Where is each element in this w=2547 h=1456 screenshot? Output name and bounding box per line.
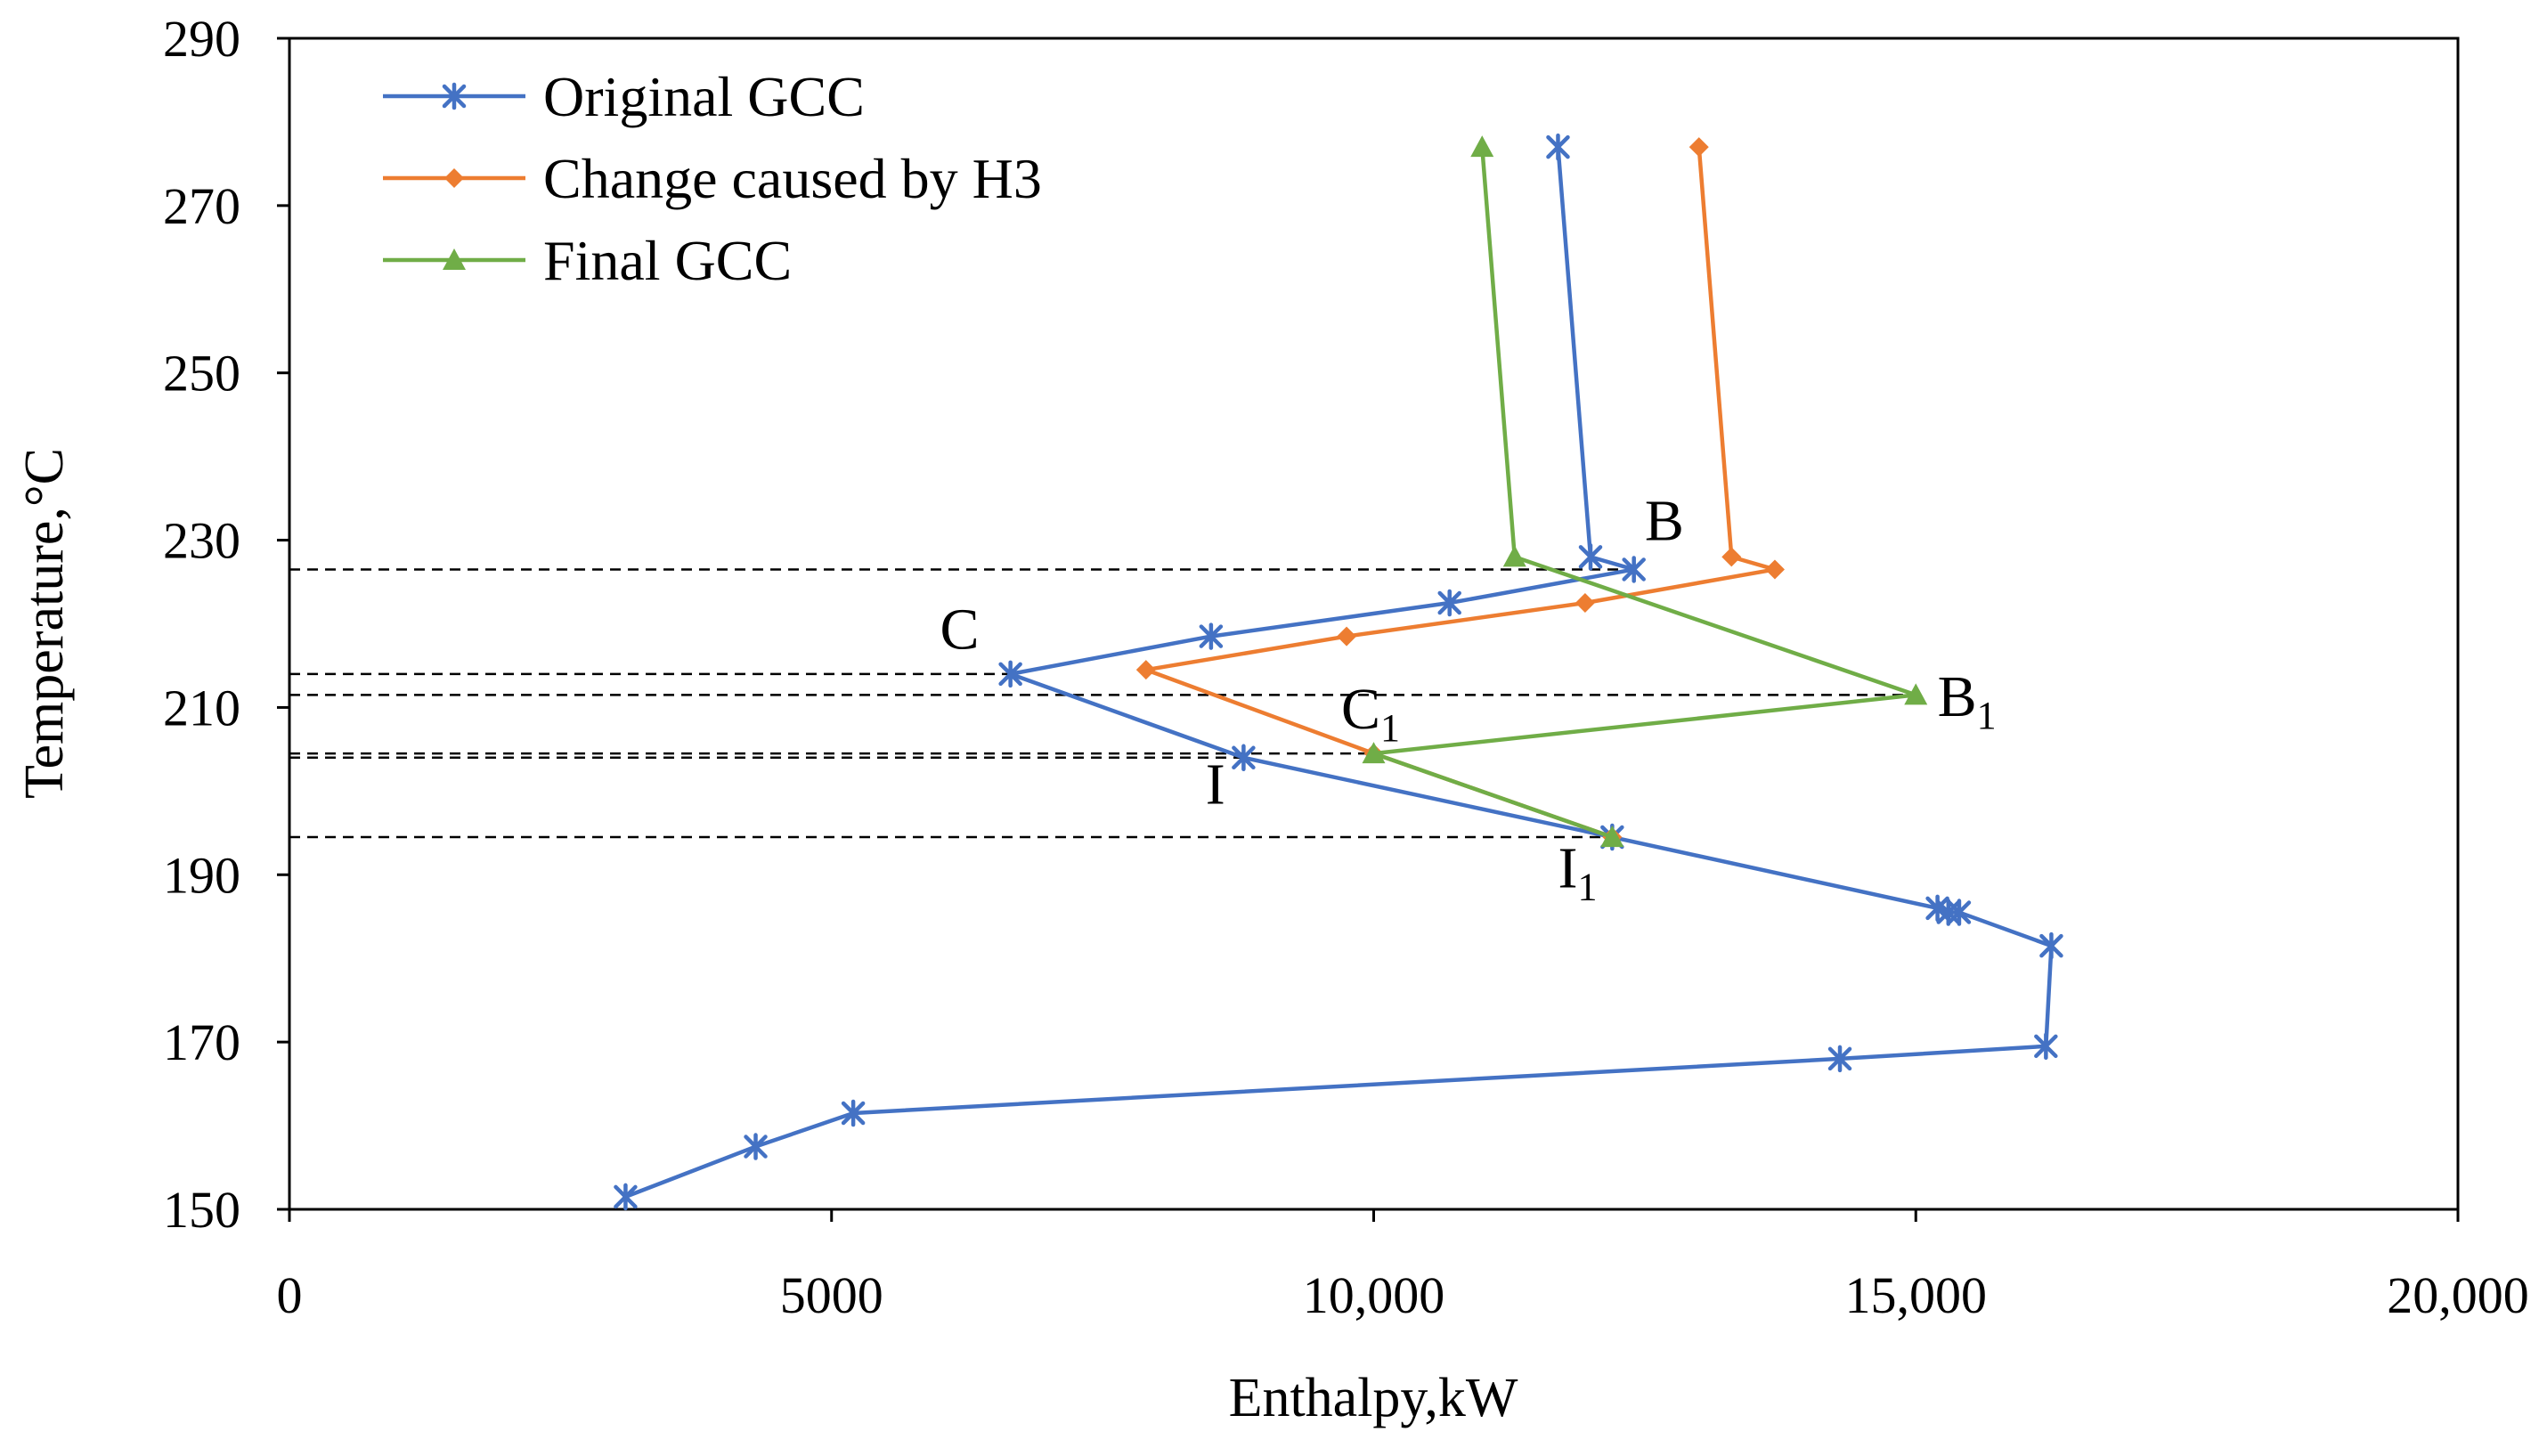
reference-lines xyxy=(289,568,1916,839)
series-0-point-10 xyxy=(1232,744,1256,772)
x-axis-title: Enthalpy,kW xyxy=(1229,1368,1518,1428)
annotation-I1-subscript: 1 xyxy=(1577,865,1597,908)
y-tick-label: 190 xyxy=(163,846,240,904)
series-0 xyxy=(614,133,2063,1211)
series-0-point-16 xyxy=(1546,133,1570,161)
annotation-C: C xyxy=(940,598,980,663)
legend-entry-0: Original GCC xyxy=(383,65,865,128)
annotation-B1: B1 xyxy=(1938,664,1997,737)
series-2-point-0 xyxy=(1600,826,1624,848)
y-tick-label: 250 xyxy=(163,345,240,403)
x-axis-ticks: 0 5000 10,000 15,000 20,000 xyxy=(277,1209,2529,1324)
x-tick-label: 20,000 xyxy=(2387,1266,2529,1324)
y-tick-label: 150 xyxy=(163,1181,240,1239)
x-tick-label: 5000 xyxy=(780,1266,883,1324)
series-0-point-1 xyxy=(744,1133,768,1160)
legend-marker-2 xyxy=(443,248,466,271)
plot-area-frame xyxy=(288,37,2460,1211)
legend-label-0: Original GCC xyxy=(543,65,865,128)
series-line-0 xyxy=(624,146,2054,1200)
series-group xyxy=(614,133,2063,1211)
point-annotations: B C B1 C1 I I1 xyxy=(940,489,1997,909)
series-1-point-7 xyxy=(1689,137,1709,158)
series-1-point-4 xyxy=(1575,593,1595,614)
y-tick-label: 270 xyxy=(163,177,240,235)
legend-marker-0 xyxy=(442,82,467,110)
series-0-point-2 xyxy=(841,1099,866,1127)
y-axis-title: Temperature,°C xyxy=(14,448,75,799)
x-tick-label: 0 xyxy=(277,1266,303,1324)
legend: Original GCC Change caused by H3 Final GCC xyxy=(383,65,1042,292)
series-2-point-1 xyxy=(1362,742,1386,764)
series-1 xyxy=(1135,137,1785,848)
y-tick-label: 230 xyxy=(163,512,240,570)
series-0-point-11 xyxy=(998,660,1022,688)
series-1-point-6 xyxy=(1721,547,1742,567)
series-0-point-14 xyxy=(1622,556,1646,583)
legend-label-1: Change caused by H3 xyxy=(543,147,1042,210)
series-2-point-3 xyxy=(1502,545,1526,567)
y-tick-label: 170 xyxy=(163,1013,240,1071)
legend-entry-2: Final GCC xyxy=(383,229,792,292)
annotation-I1: I1 xyxy=(1558,835,1597,908)
x-tick-label: 10,000 xyxy=(1303,1266,1445,1324)
y-tick-label: 210 xyxy=(163,679,240,736)
x-tick-label: 15,000 xyxy=(1845,1266,1988,1324)
y-tick-label: 290 xyxy=(163,10,240,68)
annotation-B: B xyxy=(1645,489,1684,554)
series-0-point-0 xyxy=(614,1183,638,1211)
series-2-point-2 xyxy=(1904,683,1928,705)
annotation-B1-subscript: 1 xyxy=(1977,694,1997,737)
series-0-point-13 xyxy=(1437,589,1461,617)
series-2 xyxy=(1362,135,1928,848)
legend-marker-1 xyxy=(444,168,464,188)
series-0-point-12 xyxy=(1199,622,1224,650)
y-axis-ticks: 150 170 190 210 230 250 270 290 xyxy=(163,10,289,1239)
series-1-point-3 xyxy=(1337,626,1357,647)
annotation-I: I xyxy=(1206,752,1225,817)
series-0-point-3 xyxy=(1827,1045,1852,1073)
series-0-point-5 xyxy=(2039,931,2063,960)
series-0-point-15 xyxy=(1578,543,1603,571)
series-2-point-4 xyxy=(1470,135,1494,158)
annotation-C1-subscript: 1 xyxy=(1380,706,1400,750)
series-0-point-4 xyxy=(2034,1032,2058,1061)
legend-entry-1: Change caused by H3 xyxy=(383,147,1042,210)
annotation-C1: C1 xyxy=(1341,677,1400,750)
series-1-point-2 xyxy=(1135,660,1156,680)
series-0-point-8 xyxy=(1925,894,1949,923)
series-1-point-5 xyxy=(1764,559,1785,580)
legend-label-2: Final GCC xyxy=(543,229,792,292)
